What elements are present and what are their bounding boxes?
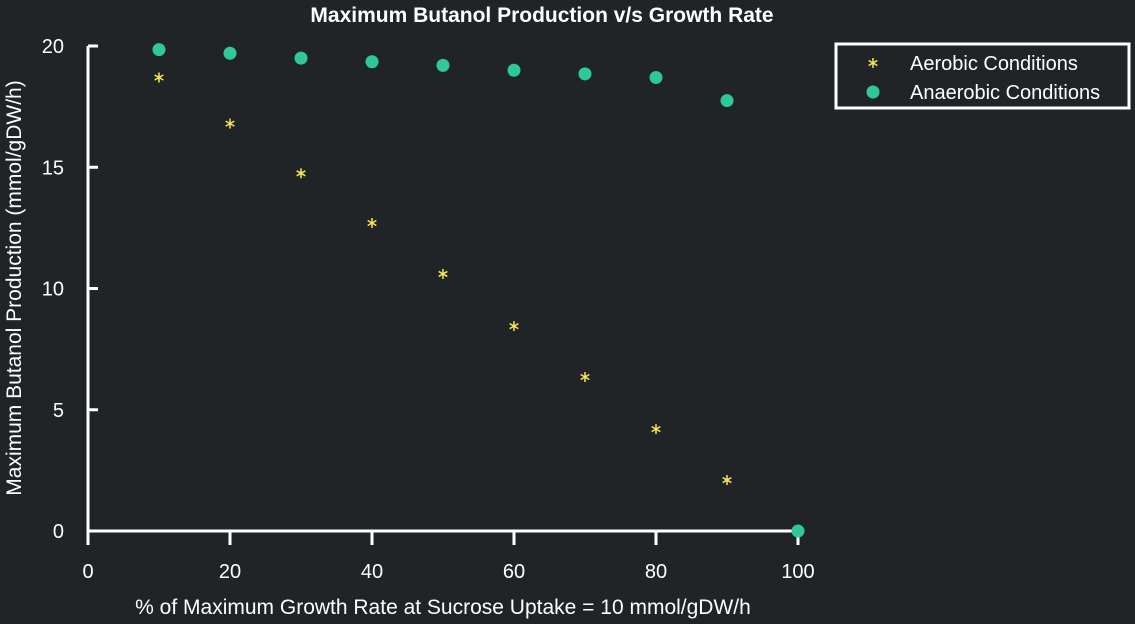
y-axis-label: Maximum Butanol Production (mmol/gDW/h) (3, 80, 26, 495)
x-tick-label: 100 (781, 561, 814, 583)
legend: Aerobic Conditions Anaerobic Conditions (834, 42, 1131, 110)
data-point (367, 218, 377, 229)
y-tick-label: 10 (42, 279, 64, 301)
data-point (294, 51, 308, 65)
data-point (578, 67, 592, 81)
x-tick-label: 40 (361, 561, 383, 583)
legend-label: Aerobic Conditions (910, 53, 1078, 75)
data-point (436, 58, 450, 72)
data-point (649, 71, 663, 85)
x-tick-label: 80 (645, 561, 667, 583)
y-tick-label: 5 (53, 400, 64, 422)
chart-title: Maximum Butanol Production v/s Growth Ra… (310, 4, 773, 27)
series-asterisk (154, 72, 732, 486)
legend-entries: Aerobic Conditions Anaerobic Conditions (866, 53, 1100, 104)
data-point (507, 63, 521, 77)
y-tick-label: 0 (53, 521, 64, 543)
y-tick-label: 15 (42, 157, 64, 179)
legend-label: Anaerobic Conditions (910, 82, 1100, 104)
x-tick-label: 20 (219, 561, 241, 583)
data-point (722, 475, 732, 486)
x-tick-label: 0 (82, 561, 93, 583)
data-point (154, 72, 164, 83)
data-point (720, 94, 734, 108)
legend-box (834, 42, 1131, 110)
x-ticks: 0 20 40 60 80 100 (82, 531, 815, 583)
data-points (152, 43, 805, 538)
data-point (651, 424, 661, 435)
data-point (152, 43, 166, 57)
data-point (509, 321, 519, 332)
data-point (223, 46, 237, 60)
data-point (225, 118, 235, 129)
data-point (296, 168, 306, 179)
x-axis-label: % of Maximum Growth Rate at Sucrose Upta… (135, 596, 751, 619)
legend-marker (868, 58, 878, 68)
x-tick-label: 60 (503, 561, 525, 583)
y-tick-label: 20 (42, 36, 64, 58)
series-circle (152, 43, 805, 538)
data-point (791, 524, 805, 538)
data-point (580, 372, 590, 383)
data-point (365, 55, 379, 69)
y-ticks: 0 5 10 15 20 (42, 36, 98, 543)
legend-marker (866, 85, 880, 99)
data-point (438, 268, 448, 279)
